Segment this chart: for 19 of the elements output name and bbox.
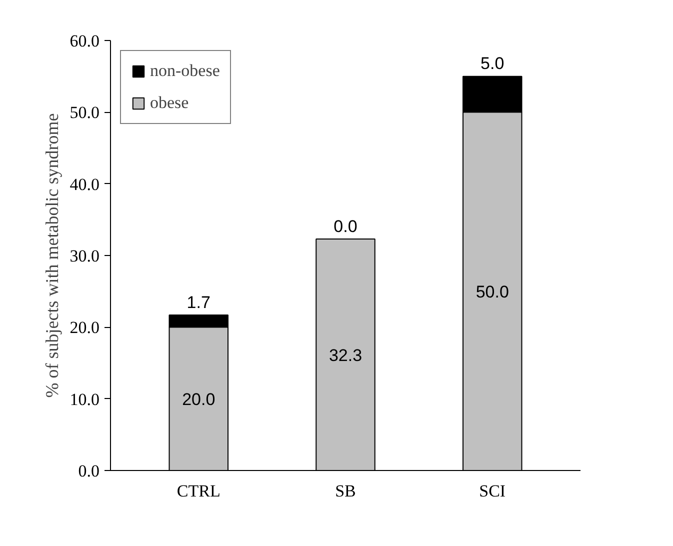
- x-tick-label: SCI: [479, 482, 506, 500]
- legend-label: obese: [150, 93, 189, 113]
- data-label: 50.0: [476, 282, 509, 302]
- y-tick-label: 40.0: [70, 174, 100, 194]
- x-tick-label: SB: [335, 482, 356, 500]
- y-tick-label: 60.0: [70, 32, 100, 50]
- data-label: 5.0: [480, 54, 504, 74]
- y-axis-title: % of subjects with metabolic syndrome: [42, 113, 62, 398]
- x-tick-label: CTRL: [176, 482, 220, 500]
- data-label: 0.0: [334, 216, 358, 236]
- y-tick-label: 50.0: [70, 103, 100, 122]
- y-tick-label: 20.0: [70, 318, 100, 338]
- data-label: 32.3: [328, 346, 362, 365]
- y-tick-label: 10.0: [70, 390, 100, 409]
- data-label: 1.7: [186, 292, 210, 312]
- y-tick-label: 30.0: [70, 246, 100, 266]
- y-tick-label: 0.0: [78, 462, 100, 480]
- legend-label: non-obese: [150, 61, 220, 81]
- data-label: 20.0: [182, 390, 216, 409]
